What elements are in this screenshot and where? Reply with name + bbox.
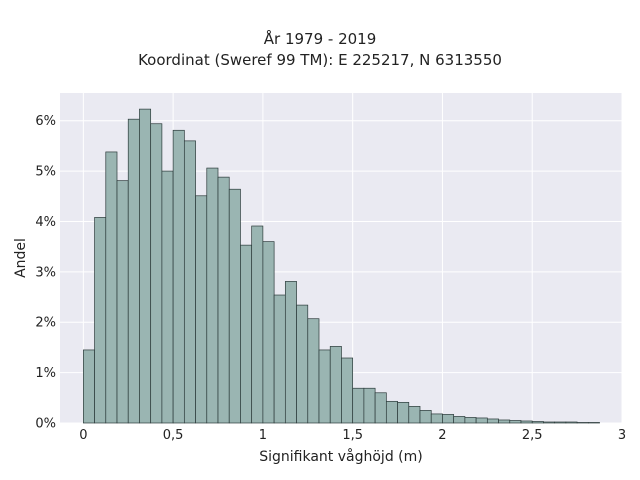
- histogram-bar: [318, 349, 331, 424]
- histogram-bar: [352, 387, 365, 424]
- y-axis-ticks: 0% 1% 2% 3% 4% 5% 6%: [35, 114, 56, 431]
- histogram-bar: [251, 225, 264, 424]
- histogram-bar: [576, 422, 589, 424]
- histogram-bar: [262, 241, 275, 424]
- histogram-bar: [240, 244, 253, 424]
- histogram-bar: [464, 417, 477, 424]
- x-axis-ticks: 0 0,5 1 1,5 2 2,5 3: [79, 428, 626, 443]
- histogram-bar: [228, 188, 241, 424]
- y-tick-label: 0%: [35, 417, 56, 432]
- histogram-bar: [329, 346, 342, 424]
- histogram-bar: [543, 421, 556, 424]
- histogram-bar: [206, 167, 219, 424]
- histogram-bar: [442, 414, 455, 424]
- histogram-bar: [195, 195, 208, 424]
- x-axis-label: Signifikant våghöjd (m): [259, 448, 422, 465]
- y-tick-label: 5%: [35, 165, 56, 180]
- y-tick-label: 3%: [35, 265, 56, 280]
- histogram-bar: [453, 416, 466, 424]
- x-tick-label: 1,5: [342, 428, 363, 443]
- histogram-bar: [385, 400, 398, 424]
- histogram-bar: [475, 417, 488, 424]
- histogram-bar: [82, 349, 95, 424]
- histogram-bar: [397, 401, 410, 424]
- histogram-bar: [217, 176, 230, 424]
- histogram-bar: [161, 170, 174, 424]
- histogram-bar: [150, 123, 163, 424]
- histogram-bar: [430, 413, 443, 424]
- y-tick-label: 4%: [35, 215, 56, 230]
- y-axis-label: Andel: [13, 238, 29, 278]
- histogram-bar: [94, 217, 107, 424]
- chart-title: År 1979 - 2019: [263, 30, 377, 48]
- histogram-bar: [565, 421, 578, 424]
- histogram-bar: [531, 421, 544, 424]
- histogram-bar: [554, 421, 567, 424]
- x-tick-label: 2,5: [522, 428, 543, 443]
- histogram-bar: [172, 129, 185, 424]
- histogram-bar: [363, 387, 376, 424]
- histogram-bar: [374, 392, 387, 424]
- x-tick-label: 2: [438, 428, 446, 443]
- chart-subtitle: Koordinat (Sweref 99 TM): E 225217, N 63…: [138, 51, 502, 69]
- histogram-bar: [520, 420, 533, 424]
- histogram-bar: [183, 140, 196, 424]
- histogram-bar: [273, 294, 286, 424]
- x-tick-label: 1: [259, 428, 267, 443]
- histogram-bar: [341, 357, 354, 424]
- histogram-bar: [105, 151, 118, 424]
- histogram-bar: [284, 281, 297, 424]
- y-tick-label: 6%: [35, 114, 56, 129]
- y-tick-label: 1%: [35, 366, 56, 381]
- y-tick-label: 2%: [35, 316, 56, 331]
- histogram-bar: [509, 420, 522, 424]
- x-tick-label: 3: [618, 428, 626, 443]
- histogram-bar: [419, 410, 432, 424]
- histogram-bar: [587, 422, 600, 424]
- bars: [82, 108, 600, 424]
- histogram-bar: [498, 419, 511, 424]
- histogram-bar: [307, 318, 320, 424]
- histogram-bar: [296, 304, 309, 424]
- histogram-bar: [486, 418, 499, 424]
- histogram-bar: [408, 406, 421, 424]
- x-tick-label: 0: [79, 428, 87, 443]
- histogram-bar: [139, 108, 152, 424]
- x-tick-label: 0,5: [163, 428, 184, 443]
- histogram-bar: [116, 180, 129, 424]
- histogram-bar: [127, 118, 140, 424]
